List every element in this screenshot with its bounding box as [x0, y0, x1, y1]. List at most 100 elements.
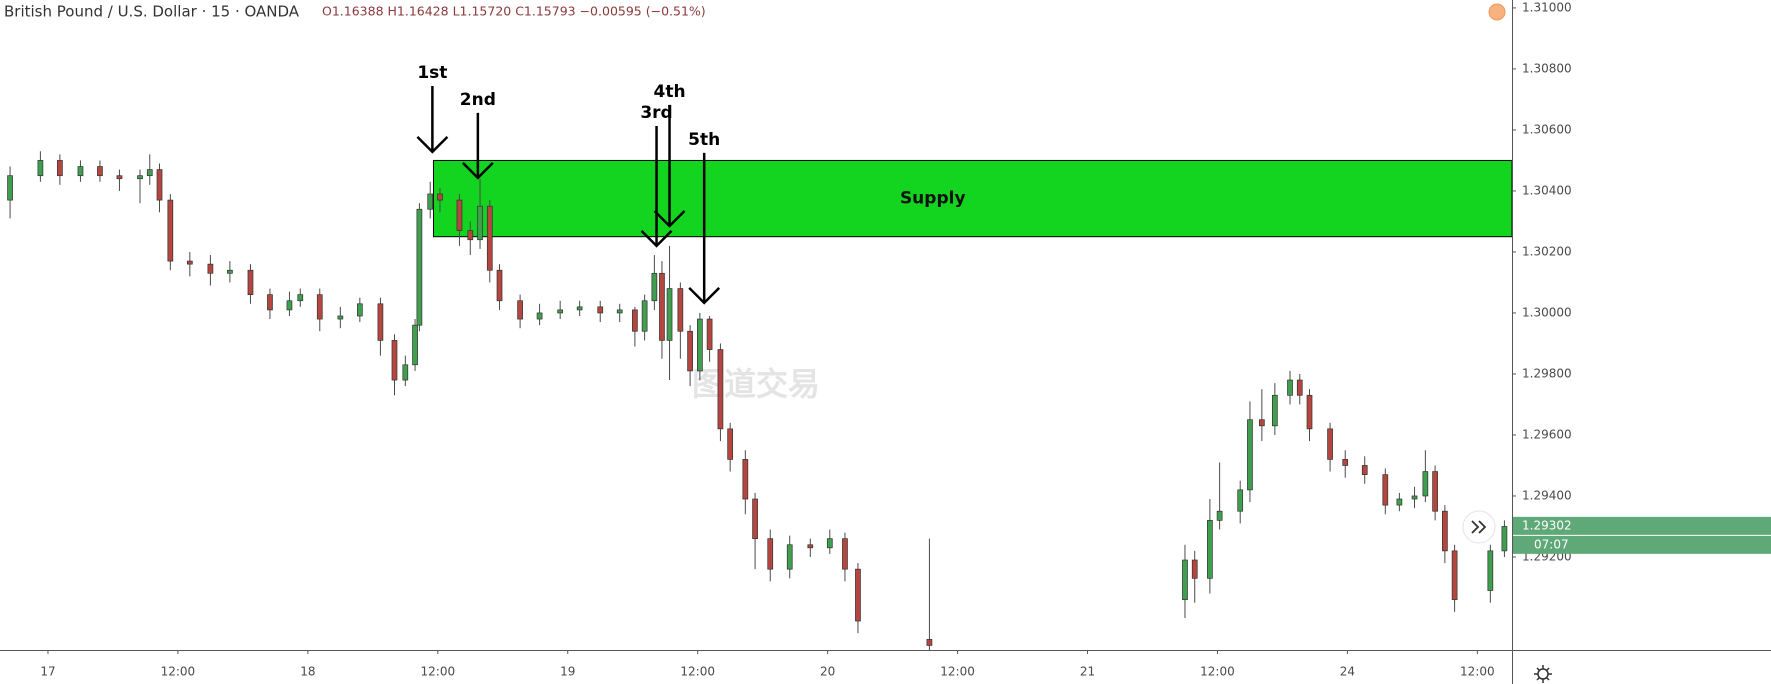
- x-tick-label: 21: [1080, 665, 1095, 679]
- candle-body: [576, 306, 583, 311]
- candle-body: [1296, 379, 1303, 396]
- candle-body: [517, 300, 523, 320]
- candle-body: [356, 303, 363, 317]
- candle-body: [786, 544, 793, 570]
- candle-body: [146, 169, 153, 177]
- arrow-head: [416, 136, 449, 154]
- candle-body: [752, 498, 758, 540]
- countdown-badge: [1513, 535, 1771, 554]
- candle-body: [687, 330, 693, 372]
- candle-body: [316, 294, 323, 320]
- candle-body: [1216, 510, 1223, 521]
- candle-body: [486, 205, 493, 271]
- candle-body: [456, 199, 463, 231]
- candle-body: [697, 318, 703, 372]
- candle-body: [677, 288, 684, 332]
- candle-body: [767, 538, 774, 570]
- arrow-label: 3rd: [640, 103, 672, 123]
- candle-body: [467, 230, 474, 241]
- candle-body: [1382, 474, 1389, 506]
- candle-body: [632, 309, 638, 332]
- watermark: 图道交易: [692, 365, 820, 403]
- candle-body: [1451, 550, 1458, 601]
- candle-body: [826, 538, 833, 549]
- candle-body: [597, 306, 604, 314]
- candle-body: [337, 315, 344, 320]
- candle-body: [727, 428, 734, 460]
- candle-body: [416, 208, 423, 326]
- y-tick-label: 1.29600: [1522, 427, 1572, 441]
- candle-body: [391, 340, 398, 381]
- x-tick-label: 24: [1340, 665, 1355, 679]
- arrow-head: [461, 161, 494, 180]
- candle-body: [1237, 489, 1244, 512]
- arrow-label: 5th: [688, 130, 720, 150]
- candle-body: [659, 272, 665, 341]
- candle-body: [1306, 394, 1313, 430]
- candle-body: [717, 349, 724, 430]
- y-tick-label: 1.30600: [1522, 122, 1572, 136]
- y-tick-label: 1.30400: [1522, 183, 1572, 197]
- candle-body: [207, 263, 214, 274]
- x-tick-label: 12:00: [1200, 665, 1235, 679]
- y-tick-label: 1.30800: [1522, 61, 1572, 75]
- candle-body: [1182, 559, 1188, 601]
- candle-body: [186, 260, 193, 265]
- button-icon: [1471, 520, 1487, 534]
- candle-body: [1327, 428, 1333, 460]
- candle-body: [1342, 459, 1349, 466]
- candle-body: [7, 175, 13, 201]
- arrow-head: [688, 287, 721, 305]
- x-tick-label: 12:00: [421, 665, 456, 679]
- candle-body: [477, 205, 483, 241]
- candle-body: [742, 459, 749, 500]
- candle-body: [1442, 510, 1448, 552]
- candle-body: [267, 294, 273, 311]
- candle-body: [297, 294, 304, 302]
- candle-body: [1361, 465, 1368, 475]
- candle-body: [116, 175, 123, 180]
- candle-body: [97, 166, 103, 177]
- symbol-title: British Pound / U.S. Dollar · 15 · OANDA: [4, 3, 300, 21]
- y-tick-label: 1.29400: [1522, 488, 1572, 502]
- candle-body: [616, 309, 623, 314]
- ohlc-legend: O1.16388 H1.16428 L1.15720 C1.15793 −0.0…: [322, 4, 706, 19]
- candle-body: [842, 538, 848, 570]
- candle-body: [402, 364, 409, 381]
- arrow-label: 2nd: [460, 90, 496, 110]
- candle-body: [412, 324, 418, 366]
- x-tick-label: 20: [820, 665, 835, 679]
- arrow-label: 4th: [654, 82, 686, 102]
- candle-body: [1191, 559, 1198, 579]
- settings-gear[interactable]: [1534, 665, 1552, 683]
- candle-body: [1422, 471, 1429, 497]
- candle-body: [156, 169, 163, 201]
- last-price-label: 1.29302: [1522, 518, 1572, 532]
- x-tick-label: 12:00: [1460, 665, 1495, 679]
- candle-body: [57, 160, 63, 177]
- x-tick-label: 12:00: [161, 665, 196, 679]
- candle-body: [557, 309, 564, 314]
- arrow-head: [640, 229, 673, 248]
- scroll-to-realtime-button[interactable]: [1462, 510, 1496, 544]
- candle-body: [437, 193, 443, 201]
- gear-teeth: [1534, 665, 1552, 683]
- candle-body: [1487, 550, 1494, 591]
- candle-body: [1287, 379, 1293, 396]
- candle-body: [706, 318, 713, 350]
- x-tick-label: 12:00: [940, 665, 975, 679]
- y-tick-label: 1.30200: [1522, 244, 1572, 258]
- candle-body: [1432, 471, 1438, 512]
- candle-body: [1207, 520, 1213, 579]
- candle-body: [926, 638, 933, 646]
- candle-body: [666, 288, 673, 341]
- supply-zone-label: Supply: [900, 189, 966, 209]
- alert-indicator[interactable]: [1488, 3, 1506, 21]
- candle-body: [427, 193, 434, 210]
- candle-body: [377, 303, 384, 341]
- candle-body: [1272, 394, 1278, 427]
- candle-body: [247, 269, 254, 296]
